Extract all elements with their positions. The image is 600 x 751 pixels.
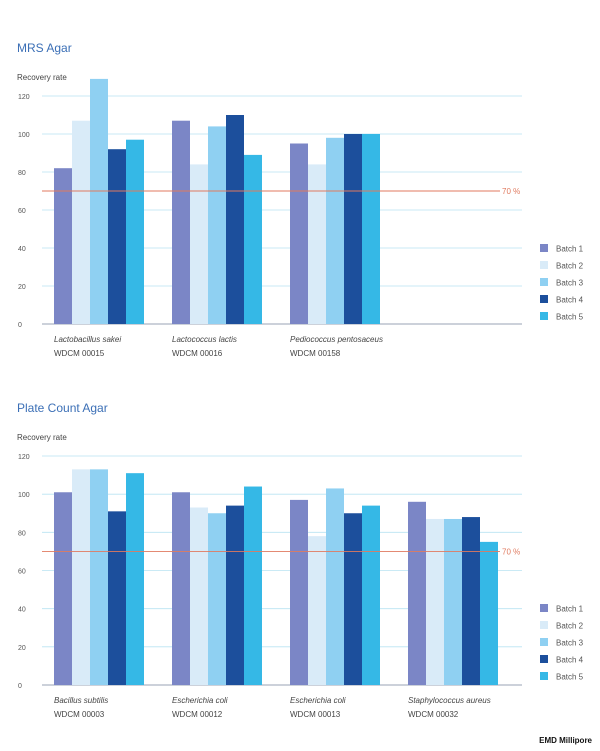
chart1-category-label: Lactococcus lactis xyxy=(172,335,237,344)
chart2-category-code: WDCM 00013 xyxy=(290,710,341,719)
chart2-ytick-label: 100 xyxy=(18,492,30,499)
chart1-category-code: WDCM 00158 xyxy=(290,349,341,358)
chart2-bar xyxy=(190,507,208,685)
chart1-bar xyxy=(362,134,380,324)
chart2-bar xyxy=(362,505,380,685)
chart2-bar xyxy=(172,492,190,685)
chart2-bar xyxy=(90,469,108,685)
chart1-category-label: Lactobacillus sakei xyxy=(54,335,121,344)
chart1-legend-swatch xyxy=(540,312,548,320)
chart1-bar xyxy=(108,149,126,324)
chart2-ytick-label: 40 xyxy=(18,607,26,614)
chart1-threshold-label: 70 % xyxy=(502,187,520,196)
chart2-legend-label: Batch 4 xyxy=(556,656,584,665)
chart2-bar xyxy=(444,518,462,685)
chart2-bar xyxy=(208,513,226,685)
chart2-legend-label: Batch 2 xyxy=(556,622,584,631)
chart1-category-label: Pediococcus pentosaceus xyxy=(290,335,383,344)
chart1-bar xyxy=(190,164,208,324)
chart2-legend-swatch xyxy=(540,638,548,646)
chart1-bar xyxy=(126,139,144,324)
chart1-ytick-label: 80 xyxy=(18,170,26,177)
chart1-category-code: WDCM 00015 xyxy=(54,349,105,358)
chart2-category-code: WDCM 00003 xyxy=(54,710,105,719)
chart1-legend-label: Batch 1 xyxy=(556,245,584,254)
chart1-bar xyxy=(208,126,226,325)
chart2-bar xyxy=(226,505,244,685)
chart2-bar xyxy=(326,488,344,685)
chart1-legend-swatch xyxy=(540,244,548,252)
chart2-category-label: Staphylococcus aureus xyxy=(408,696,491,705)
chart2-legend-swatch xyxy=(540,621,548,629)
chart2-bar xyxy=(480,541,498,685)
chart1-legend-swatch xyxy=(540,278,548,286)
chart2-legend-label: Batch 1 xyxy=(556,605,584,614)
chart2-bar xyxy=(72,469,90,685)
chart1-legend-swatch xyxy=(540,261,548,269)
chart1-ytick-label: 60 xyxy=(18,208,26,215)
chart1-legend-swatch xyxy=(540,295,548,303)
chart2-ytick-label: 0 xyxy=(18,683,22,690)
chart2-ytick-label: 20 xyxy=(18,645,26,652)
chart2-ytick-label: 120 xyxy=(18,454,30,461)
chart2-bar xyxy=(126,473,144,685)
chart2-legend-label: Batch 3 xyxy=(556,639,584,648)
chart2-bar xyxy=(108,511,126,685)
chart2-legend-swatch xyxy=(540,672,548,680)
chart1-legend-label: Batch 4 xyxy=(556,296,584,305)
chart1-bar xyxy=(172,120,190,324)
chart2-legend-label: Batch 5 xyxy=(556,673,584,682)
chart2-ytick-label: 80 xyxy=(18,530,26,537)
chart1-ylabel: Recovery rate xyxy=(17,73,67,82)
chart2-bar xyxy=(54,492,72,685)
chart2-ylabel: Recovery rate xyxy=(17,433,67,442)
chart1-ytick-label: 40 xyxy=(18,246,26,253)
chart2-category-code: WDCM 00032 xyxy=(408,710,459,719)
chart1-category-code: WDCM 00016 xyxy=(172,349,223,358)
chart2-legend-swatch xyxy=(540,604,548,612)
chart2-bar xyxy=(308,536,326,685)
chart1-legend-label: Batch 3 xyxy=(556,279,584,288)
chart1-bar xyxy=(308,164,326,324)
chart2-category-label: Escherichia coli xyxy=(172,696,228,705)
chart2-bar xyxy=(344,513,362,685)
chart1-bar xyxy=(244,154,262,324)
chart1-bar xyxy=(344,134,362,324)
chart1-legend-label: Batch 5 xyxy=(556,313,584,322)
chart2-legend-swatch xyxy=(540,655,548,663)
chart2-category-code: WDCM 00012 xyxy=(172,710,223,719)
chart1-bar xyxy=(54,168,72,324)
chart2-bar xyxy=(462,517,480,685)
chart2-category-label: Bacillus subtilis xyxy=(54,696,108,705)
brand-footer: EMD Millipore xyxy=(539,736,592,745)
chart1-ytick-label: 0 xyxy=(18,322,22,329)
chart1-ytick-label: 20 xyxy=(18,284,26,291)
chart2-bar xyxy=(290,499,308,685)
chart1-bar xyxy=(290,143,308,324)
chart2-bar xyxy=(408,501,426,685)
chart1-ytick-label: 100 xyxy=(18,132,30,139)
chart2-ytick-label: 60 xyxy=(18,569,26,576)
chart2-category-label: Escherichia coli xyxy=(290,696,346,705)
chart1-title: MRS Agar xyxy=(17,41,72,55)
chart2-bar xyxy=(426,518,444,685)
chart1-legend-label: Batch 2 xyxy=(556,262,584,271)
chart2-bar xyxy=(244,486,262,685)
chart1-bar xyxy=(90,78,108,325)
chart1-bar xyxy=(226,115,244,324)
chart2-threshold-label: 70 % xyxy=(502,547,520,556)
chart1-ytick-label: 120 xyxy=(18,94,30,101)
chart2-title: Plate Count Agar xyxy=(17,401,108,415)
chart1-bar xyxy=(72,120,90,324)
chart1-bar xyxy=(326,137,344,324)
